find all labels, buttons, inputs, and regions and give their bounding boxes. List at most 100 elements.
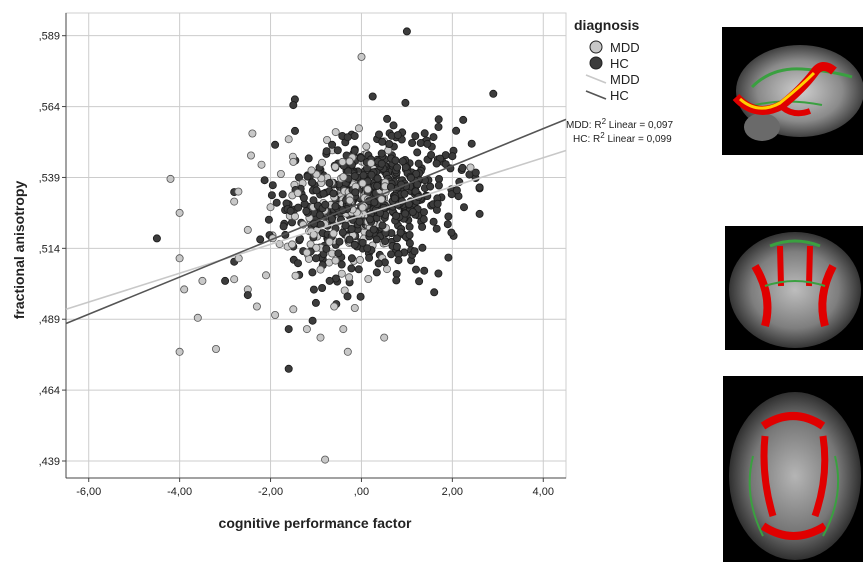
hc-point <box>322 147 331 156</box>
hc-point <box>377 149 386 158</box>
hc-point <box>444 212 453 221</box>
hc-point <box>311 298 320 307</box>
grid-lines <box>65 12 567 479</box>
hc-point <box>359 171 368 180</box>
mdd-point <box>248 129 257 138</box>
hc-point <box>278 190 287 199</box>
hc-point <box>221 276 230 285</box>
hc-point <box>434 123 443 132</box>
mdd-point <box>354 124 363 133</box>
hc-point <box>387 250 396 259</box>
mdd-point <box>234 187 243 196</box>
r2-annotation: MDD: R2 Linear = 0,097 <box>566 117 673 131</box>
hc-point <box>267 191 276 200</box>
hc-point <box>402 27 411 36</box>
hc-point <box>319 189 328 198</box>
hc-point <box>311 254 320 263</box>
hc-point <box>308 316 317 325</box>
mdd-point <box>316 333 325 342</box>
legend-label: HC <box>610 88 629 103</box>
mdd-point <box>339 172 348 181</box>
hc-point <box>389 121 398 130</box>
hc-point <box>489 89 498 98</box>
mdd-point <box>289 305 298 314</box>
mdd-point <box>291 271 300 280</box>
hc-point <box>447 228 456 237</box>
hc-point <box>374 259 383 268</box>
hc-point <box>420 266 429 275</box>
hc-point <box>334 249 343 258</box>
hc-point <box>411 132 420 141</box>
mdd-point <box>331 256 340 265</box>
hc-point <box>392 276 401 285</box>
hc-point <box>392 234 401 243</box>
mdd-point <box>175 347 184 356</box>
hc-point <box>383 114 392 123</box>
mdd-point <box>380 333 389 342</box>
hc-point <box>418 243 427 252</box>
x-axis-label: cognitive performance factor <box>219 515 412 531</box>
mdd-point <box>343 347 352 356</box>
hc-point <box>378 221 387 230</box>
hc-point <box>475 183 484 192</box>
y-tick-label: ,564 <box>39 102 60 114</box>
legend-marker <box>589 40 603 54</box>
hc-point <box>286 206 295 215</box>
hc-point <box>447 190 456 199</box>
hc-point <box>420 129 429 138</box>
hc-point <box>328 140 337 149</box>
hc-point <box>308 178 317 187</box>
hc-point <box>410 247 419 256</box>
y-tick-label: ,539 <box>39 172 60 184</box>
hc-point <box>343 292 352 301</box>
hc-point <box>329 189 338 198</box>
mdd-point <box>180 285 189 294</box>
hc-point <box>432 159 441 168</box>
x-tick-label: 2,00 <box>442 486 463 498</box>
mdd-point <box>243 225 252 234</box>
mdd-point <box>331 128 340 137</box>
mdd-point <box>211 344 220 353</box>
hc-point <box>377 159 386 168</box>
hc-point <box>345 235 354 244</box>
hc-point <box>400 189 409 198</box>
hc-point <box>294 203 303 212</box>
hc-point <box>355 217 364 226</box>
hc-point <box>293 259 302 268</box>
hc-point <box>325 276 334 285</box>
mdd-point <box>377 195 386 204</box>
hc-point <box>427 150 436 159</box>
mdd-point <box>198 276 207 285</box>
mdd-point <box>322 135 331 144</box>
y-tick-label: ,589 <box>39 31 60 43</box>
hc-point <box>429 217 438 226</box>
brain-image-sagittal <box>722 27 863 155</box>
mdd-point <box>230 275 239 284</box>
r2-annotation: HC: R2 Linear = 0,099 <box>573 131 672 145</box>
hc-point <box>365 215 374 224</box>
mdd-point <box>266 203 275 212</box>
hc-point <box>467 139 476 148</box>
hc-point <box>426 182 435 191</box>
hc-point <box>294 173 303 182</box>
mdd-point <box>325 237 334 246</box>
tick-labels: -6,00 -4,00 -2,00 ,00 2,00 4,00 ,439 ,464 ,489 ,5… <box>39 31 554 498</box>
mdd-point <box>293 188 302 197</box>
x-tick-label: -2,00 <box>258 486 283 498</box>
hc-point <box>350 146 359 155</box>
hc-point <box>152 234 161 243</box>
hc-point <box>363 244 372 253</box>
y-axis-label: fractional anisotropy <box>11 181 27 320</box>
hc-point <box>430 288 439 297</box>
hc-point <box>290 126 299 135</box>
hc-point <box>444 253 453 262</box>
hc-point <box>448 152 457 161</box>
mdd-point <box>330 302 339 311</box>
hc-point <box>367 170 376 179</box>
hc-point <box>372 268 381 277</box>
hc-point <box>372 235 381 244</box>
mdd-point <box>329 229 338 238</box>
hc-point <box>396 228 405 237</box>
mdd-point <box>337 269 346 278</box>
hc-point <box>354 265 363 274</box>
